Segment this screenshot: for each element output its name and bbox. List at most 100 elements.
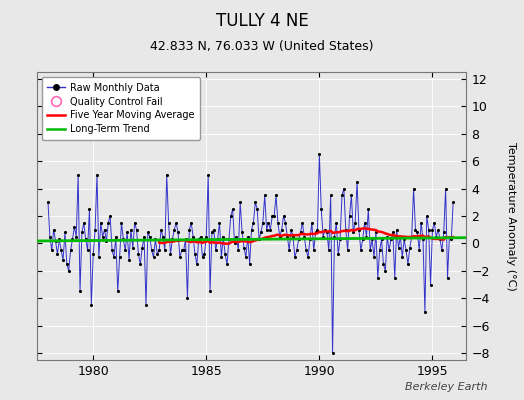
Point	[364, 206, 373, 212]
Point	[144, 229, 152, 236]
Point	[421, 309, 429, 315]
Point	[87, 302, 95, 308]
Point	[259, 220, 267, 226]
Point	[389, 229, 397, 236]
Point	[102, 238, 111, 244]
Point	[417, 220, 425, 226]
Point	[334, 251, 342, 258]
Point	[317, 206, 325, 212]
Point	[298, 220, 307, 226]
Point	[82, 236, 90, 242]
Point	[64, 268, 73, 274]
Point	[319, 233, 328, 240]
Point	[366, 247, 375, 254]
Point	[396, 233, 405, 240]
Point	[51, 238, 60, 244]
Point	[387, 236, 395, 242]
Point	[292, 247, 301, 254]
Point	[311, 229, 320, 236]
Point	[161, 247, 169, 254]
Point	[228, 206, 237, 212]
Point	[289, 233, 297, 240]
Point	[263, 226, 271, 233]
Point	[270, 213, 278, 219]
Point	[176, 254, 184, 260]
Point	[392, 226, 401, 233]
Point	[138, 244, 146, 251]
Point	[447, 236, 455, 242]
Point	[310, 247, 318, 254]
Point	[313, 226, 322, 233]
Point	[204, 172, 212, 178]
Point	[357, 247, 365, 254]
Y-axis label: Temperature Anomaly (°C): Temperature Anomaly (°C)	[506, 142, 516, 290]
Point	[140, 233, 148, 240]
Point	[121, 247, 129, 254]
Point	[61, 229, 69, 236]
Point	[242, 254, 250, 260]
Point	[57, 247, 66, 254]
Point	[74, 172, 82, 178]
Point	[136, 261, 145, 267]
Point	[408, 233, 416, 240]
Point	[347, 192, 356, 199]
Point	[432, 233, 440, 240]
Point	[91, 226, 99, 233]
Point	[93, 172, 101, 178]
Point	[215, 220, 224, 226]
Point	[276, 233, 284, 240]
Point	[142, 302, 150, 308]
Point	[278, 226, 286, 233]
Point	[260, 192, 269, 199]
Point	[383, 233, 391, 240]
Point	[225, 236, 233, 242]
Point	[125, 257, 133, 263]
Point	[96, 220, 105, 226]
Point	[180, 247, 188, 254]
Point	[198, 254, 206, 260]
Point	[330, 233, 339, 240]
Point	[183, 295, 192, 302]
Point	[127, 226, 135, 233]
Point	[72, 233, 81, 240]
Point	[48, 247, 56, 254]
Point	[238, 229, 246, 236]
Point	[147, 247, 156, 254]
Point	[427, 281, 435, 288]
Point	[381, 268, 389, 274]
Point	[355, 226, 363, 233]
Point	[294, 236, 303, 242]
Point	[419, 236, 427, 242]
Point	[343, 247, 352, 254]
Point	[302, 247, 310, 254]
Point	[438, 247, 446, 254]
Point	[231, 240, 239, 247]
Point	[411, 226, 420, 233]
Point	[279, 213, 288, 219]
Point	[181, 236, 190, 242]
Point	[321, 226, 329, 233]
Point	[253, 206, 261, 212]
Point	[193, 261, 201, 267]
Point	[212, 247, 220, 254]
Point	[323, 229, 331, 236]
Point	[196, 233, 205, 240]
Point	[210, 226, 218, 233]
Point	[202, 233, 211, 240]
Point	[236, 199, 244, 206]
Point	[151, 236, 160, 242]
Point	[287, 226, 296, 233]
Point	[349, 229, 357, 236]
Point	[409, 185, 418, 192]
Point	[170, 226, 179, 233]
Point	[80, 220, 88, 226]
Point	[424, 226, 433, 233]
Point	[89, 251, 97, 258]
Point	[372, 229, 380, 236]
Point	[430, 220, 439, 226]
Point	[361, 220, 369, 226]
Point	[283, 233, 291, 240]
Point	[44, 199, 52, 206]
Point	[404, 261, 412, 267]
Point	[100, 226, 108, 233]
